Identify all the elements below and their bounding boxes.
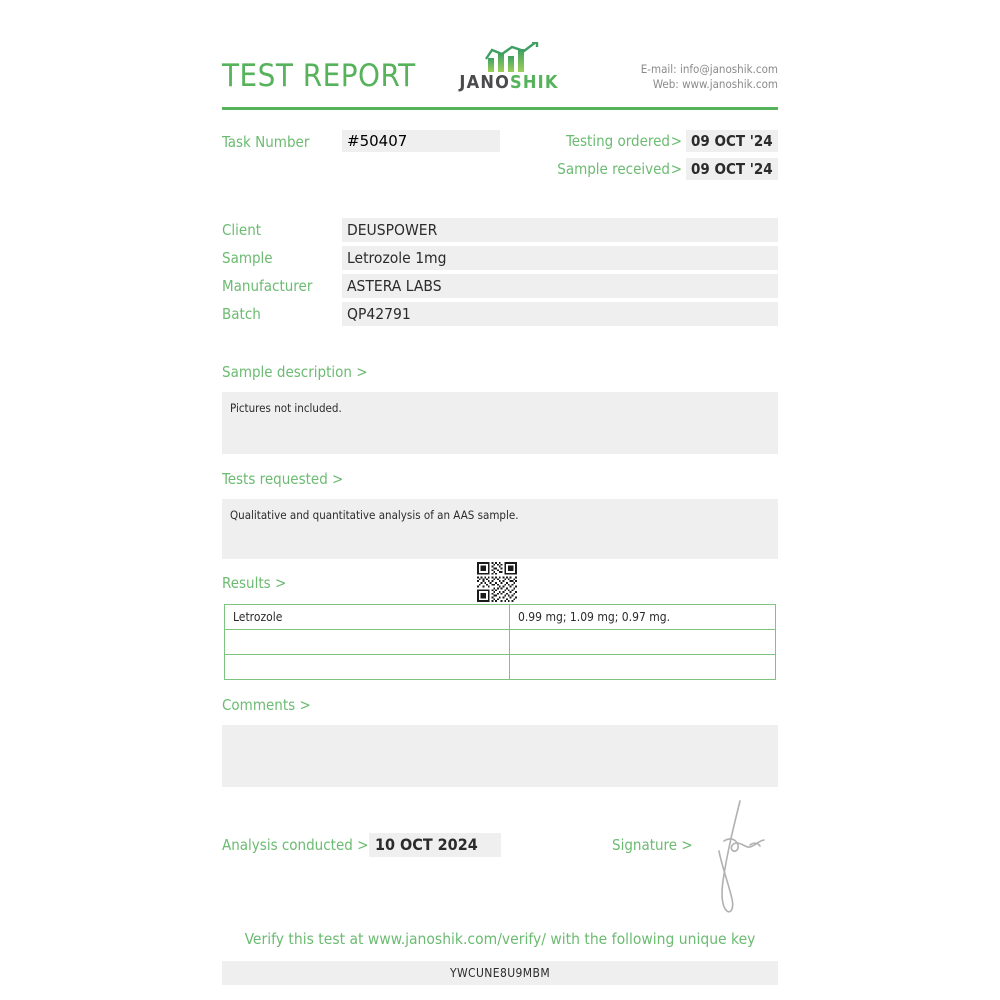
table-row xyxy=(224,654,776,680)
result-substance xyxy=(224,654,510,680)
verify-instructions: Verify this test at www.janoshik.com/ver… xyxy=(244,930,756,948)
contact-block: E-mail: info@janoshik.com Web: www.janos… xyxy=(641,62,778,92)
comments-box xyxy=(222,725,778,787)
testing-ordered-label: Testing ordered xyxy=(566,132,670,150)
info-row-batch: Batch QP42791 xyxy=(222,302,778,326)
analysis-conducted-date: 10 OCT 2024 xyxy=(369,833,501,857)
report-header: TEST REPORT xyxy=(222,40,778,104)
task-row: Task Number #50407 Testing ordered > 09 … xyxy=(222,130,778,180)
sample-description-heading: Sample description > xyxy=(222,363,368,381)
analysis-conducted-label: Analysis conducted > xyxy=(222,836,369,854)
result-measurement xyxy=(509,654,776,680)
sample-received-arrow: > xyxy=(670,160,682,178)
logo-wordmark: JANOSHIK xyxy=(454,72,564,93)
results-heading: Results > xyxy=(222,574,287,592)
sample-received-value: 09 OCT '24 xyxy=(686,158,778,180)
report-sheet: TEST REPORT xyxy=(222,0,778,1000)
sample-received-row: Sample received > 09 OCT '24 xyxy=(438,158,778,180)
signature-image xyxy=(710,795,780,920)
janoshik-logo: JANOSHIK xyxy=(454,40,564,104)
info-row-client: Client DEUSPOWER xyxy=(222,218,778,242)
testing-ordered-value: 09 OCT '24 xyxy=(686,130,778,152)
result-measurement: 0.99 mg; 1.09 mg; 0.97 mg. xyxy=(509,604,776,630)
task-number-value: #50407 xyxy=(342,130,500,152)
info-value-batch: QP42791 xyxy=(342,302,778,326)
info-label-batch: Batch xyxy=(222,305,261,323)
comments-heading: Comments > xyxy=(222,696,311,714)
info-row-manufacturer: Manufacturer ASTERA LABS xyxy=(222,274,778,298)
info-label-client: Client xyxy=(222,221,262,239)
logo-word-shik: SHIK xyxy=(510,72,559,93)
info-value-client: DEUSPOWER xyxy=(342,218,778,242)
sample-description-box: Pictures not included. xyxy=(222,392,778,454)
info-value-manufacturer: ASTERA LABS xyxy=(342,274,778,298)
info-table: Client DEUSPOWER Sample Letrozole 1mg Ma… xyxy=(222,218,778,330)
testing-ordered-row: Testing ordered > 09 OCT '24 xyxy=(438,130,778,152)
unique-key-value: YWCUNE8U9MBM xyxy=(222,961,778,985)
table-row: Letrozole 0.99 mg; 1.09 mg; 0.97 mg. xyxy=(224,604,776,630)
table-row xyxy=(224,629,776,655)
result-substance: Letrozole xyxy=(224,604,510,630)
contact-web: Web: www.janoshik.com xyxy=(652,77,778,91)
testing-ordered-arrow: > xyxy=(670,132,682,150)
page-title: TEST REPORT xyxy=(222,58,416,94)
logo-word-jano: JANO xyxy=(459,72,511,93)
tests-requested-heading: Tests requested > xyxy=(222,470,344,488)
sample-received-label: Sample received xyxy=(557,160,670,178)
result-measurement xyxy=(509,629,776,655)
info-label-sample: Sample xyxy=(222,249,273,267)
header-divider xyxy=(222,107,778,110)
info-value-sample: Letrozole 1mg xyxy=(342,246,778,270)
results-table: Letrozole 0.99 mg; 1.09 mg; 0.97 mg. xyxy=(224,604,776,680)
tests-requested-box: Qualitative and quantitative analysis of… xyxy=(222,499,778,559)
signature-label: Signature > xyxy=(612,836,693,854)
contact-email: E-mail: info@janoshik.com xyxy=(640,62,778,76)
task-number-label: Task Number xyxy=(222,133,310,151)
bar-chart-logo-icon xyxy=(480,40,542,72)
result-substance xyxy=(224,629,510,655)
qr-code-icon xyxy=(475,562,519,602)
info-label-manufacturer: Manufacturer xyxy=(222,277,313,295)
info-row-sample: Sample Letrozole 1mg xyxy=(222,246,778,270)
